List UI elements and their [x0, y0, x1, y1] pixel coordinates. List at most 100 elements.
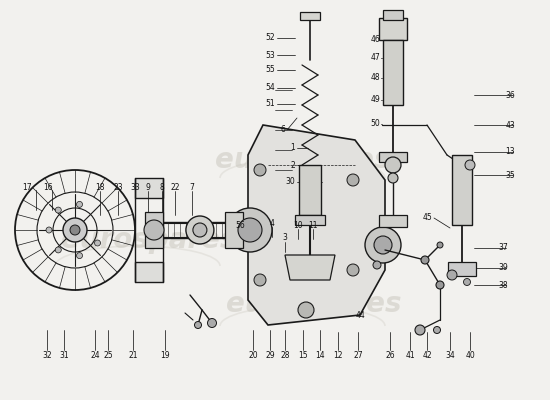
- Circle shape: [186, 216, 214, 244]
- Text: 44: 44: [355, 310, 365, 320]
- Text: 17: 17: [22, 182, 32, 192]
- Text: 55: 55: [265, 66, 275, 74]
- Circle shape: [56, 247, 61, 253]
- Bar: [300, 12, 320, 20]
- Text: 45: 45: [422, 214, 432, 222]
- Bar: [448, 262, 476, 276]
- Text: 3: 3: [283, 234, 288, 242]
- Text: 2: 2: [290, 160, 295, 170]
- Text: 48: 48: [370, 74, 380, 82]
- Text: 20: 20: [248, 350, 258, 360]
- Circle shape: [447, 270, 457, 280]
- Circle shape: [415, 325, 425, 335]
- Circle shape: [46, 227, 52, 233]
- Circle shape: [464, 278, 470, 286]
- Circle shape: [347, 174, 359, 186]
- Circle shape: [63, 218, 87, 242]
- Text: 46: 46: [370, 36, 380, 44]
- Bar: [135, 262, 163, 282]
- Text: 19: 19: [160, 350, 170, 360]
- Text: 27: 27: [353, 350, 363, 360]
- Text: 22: 22: [170, 182, 180, 192]
- Text: 10: 10: [293, 220, 303, 230]
- Text: 24: 24: [90, 350, 100, 360]
- Text: 23: 23: [113, 182, 123, 192]
- Circle shape: [436, 281, 444, 289]
- Text: 9: 9: [146, 182, 151, 192]
- Bar: [379, 18, 407, 40]
- Circle shape: [70, 225, 80, 235]
- Text: 35: 35: [505, 170, 515, 180]
- Bar: [299, 165, 321, 215]
- Circle shape: [385, 157, 401, 173]
- Text: 49: 49: [370, 96, 380, 104]
- Text: 42: 42: [422, 350, 432, 360]
- Text: 52: 52: [265, 34, 275, 42]
- Circle shape: [228, 208, 272, 252]
- Bar: [295, 215, 325, 225]
- Circle shape: [56, 207, 61, 213]
- Text: 36: 36: [505, 90, 515, 100]
- Text: 31: 31: [59, 350, 69, 360]
- Text: 13: 13: [505, 148, 515, 156]
- Text: 33: 33: [130, 182, 140, 192]
- Text: 11: 11: [308, 220, 318, 230]
- Circle shape: [95, 240, 101, 246]
- Circle shape: [254, 274, 266, 286]
- Circle shape: [465, 160, 475, 170]
- Bar: [379, 152, 407, 162]
- Text: 14: 14: [315, 350, 325, 360]
- Circle shape: [207, 318, 217, 328]
- Text: 51: 51: [265, 100, 275, 108]
- Circle shape: [365, 227, 401, 263]
- Circle shape: [373, 261, 381, 269]
- Text: 8: 8: [160, 182, 164, 192]
- Text: 30: 30: [285, 178, 295, 186]
- Text: 54: 54: [265, 84, 275, 92]
- Circle shape: [238, 218, 262, 242]
- Text: 34: 34: [445, 350, 455, 360]
- Text: 18: 18: [95, 182, 104, 192]
- Text: 41: 41: [405, 350, 415, 360]
- Bar: [135, 178, 163, 198]
- Circle shape: [144, 220, 164, 240]
- Text: 7: 7: [190, 182, 195, 192]
- Text: 43: 43: [505, 120, 515, 130]
- Bar: [383, 10, 403, 20]
- Text: eurospares: eurospares: [60, 226, 236, 254]
- Bar: [379, 215, 407, 227]
- Text: 38: 38: [498, 280, 508, 290]
- Circle shape: [347, 264, 359, 276]
- Text: 26: 26: [385, 350, 395, 360]
- Text: 28: 28: [280, 350, 290, 360]
- Text: 1: 1: [290, 144, 295, 152]
- Circle shape: [76, 201, 82, 207]
- Bar: [383, 40, 403, 105]
- Text: 53: 53: [265, 50, 275, 60]
- Circle shape: [437, 242, 443, 248]
- Text: 16: 16: [43, 182, 53, 192]
- Text: 15: 15: [298, 350, 308, 360]
- Text: eurospares: eurospares: [226, 290, 402, 318]
- Text: 56: 56: [235, 220, 245, 230]
- Text: 50: 50: [370, 120, 380, 128]
- Text: 12: 12: [333, 350, 343, 360]
- Polygon shape: [248, 125, 385, 325]
- Circle shape: [388, 173, 398, 183]
- Text: 4: 4: [270, 218, 274, 228]
- Text: 25: 25: [103, 350, 113, 360]
- Circle shape: [195, 322, 201, 328]
- Text: eurospares: eurospares: [214, 146, 390, 174]
- Bar: [452, 155, 472, 225]
- Text: 47: 47: [370, 54, 380, 62]
- Circle shape: [76, 253, 82, 259]
- Text: 40: 40: [465, 350, 475, 360]
- Text: 39: 39: [498, 264, 508, 272]
- Circle shape: [433, 326, 441, 334]
- Circle shape: [254, 164, 266, 176]
- Circle shape: [193, 223, 207, 237]
- Text: 37: 37: [498, 244, 508, 252]
- Circle shape: [298, 302, 314, 318]
- Bar: [225, 212, 243, 248]
- Bar: [145, 212, 163, 248]
